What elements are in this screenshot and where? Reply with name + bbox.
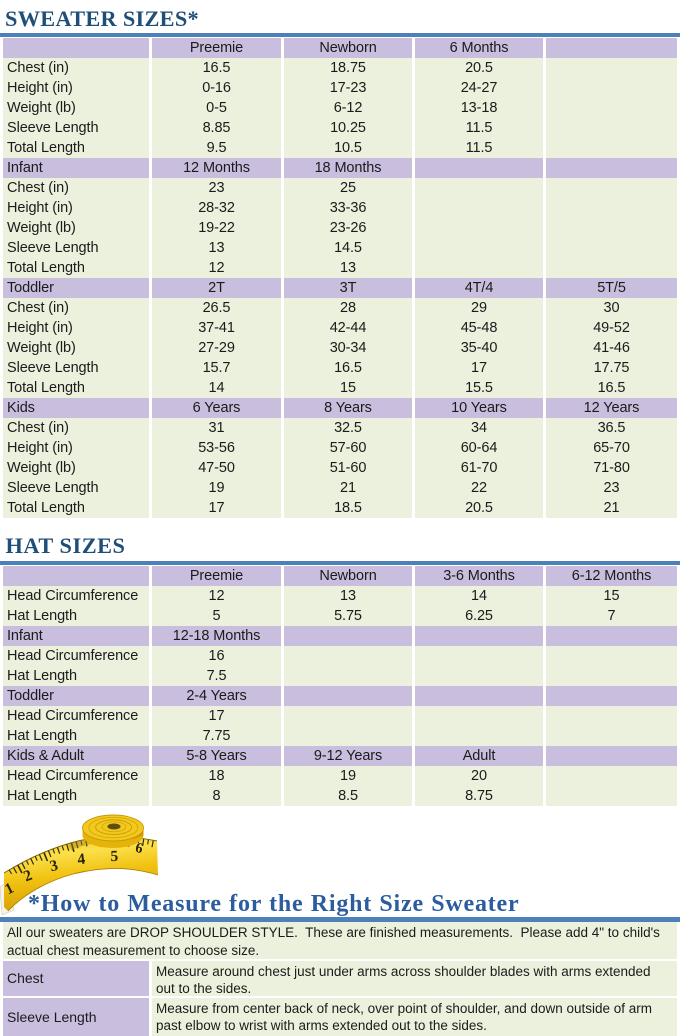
svg-text:5: 5 — [110, 848, 119, 865]
